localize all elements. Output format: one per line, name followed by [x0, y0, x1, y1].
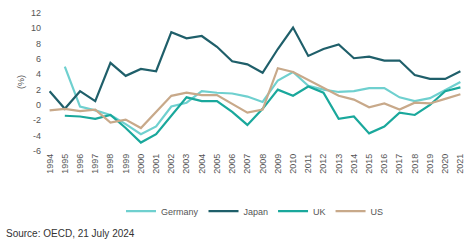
svg-text:1996: 1996	[75, 154, 85, 174]
svg-text:2020: 2020	[440, 154, 450, 174]
svg-text:UK: UK	[313, 207, 326, 217]
svg-text:2009: 2009	[273, 154, 283, 174]
svg-text:2013: 2013	[334, 154, 344, 174]
svg-text:Germany: Germany	[161, 207, 199, 217]
svg-text:2019: 2019	[425, 154, 435, 174]
svg-text:4: 4	[36, 69, 41, 79]
svg-text:1994: 1994	[45, 154, 55, 174]
svg-text:2012: 2012	[318, 154, 328, 174]
svg-text:1997: 1997	[90, 154, 100, 174]
svg-text:2005: 2005	[212, 154, 222, 174]
svg-text:(%): (%)	[16, 75, 26, 89]
svg-text:2010: 2010	[288, 154, 298, 174]
svg-text:2: 2	[36, 85, 41, 95]
svg-text:2006: 2006	[227, 154, 237, 174]
svg-text:-2: -2	[33, 115, 41, 125]
svg-text:2004: 2004	[197, 154, 207, 174]
svg-text:-4: -4	[33, 131, 41, 141]
svg-text:Source: OECD, 21 July 2024: Source: OECD, 21 July 2024	[6, 228, 135, 239]
svg-text:2014: 2014	[349, 154, 359, 174]
svg-text:6: 6	[36, 54, 41, 64]
svg-text:2007: 2007	[242, 154, 252, 174]
svg-text:US: US	[371, 207, 384, 217]
svg-text:1998: 1998	[105, 154, 115, 174]
svg-text:10: 10	[31, 23, 41, 33]
svg-text:0: 0	[36, 100, 41, 110]
svg-text:2003: 2003	[181, 154, 191, 174]
svg-text:2008: 2008	[258, 154, 268, 174]
svg-text:12: 12	[31, 8, 41, 18]
svg-text:2001: 2001	[151, 154, 161, 174]
svg-text:2000: 2000	[136, 154, 146, 174]
svg-text:1995: 1995	[60, 154, 70, 174]
svg-text:2011: 2011	[303, 154, 313, 173]
svg-text:2002: 2002	[166, 154, 176, 174]
svg-text:8: 8	[36, 39, 41, 49]
svg-text:-6: -6	[33, 146, 41, 156]
svg-text:1999: 1999	[121, 154, 131, 174]
svg-text:2015: 2015	[364, 154, 374, 174]
svg-text:2021: 2021	[455, 154, 465, 174]
svg-text:Japan: Japan	[244, 207, 269, 217]
svg-text:2017: 2017	[394, 154, 404, 174]
svg-text:2018: 2018	[410, 154, 420, 174]
svg-text:2016: 2016	[379, 154, 389, 174]
